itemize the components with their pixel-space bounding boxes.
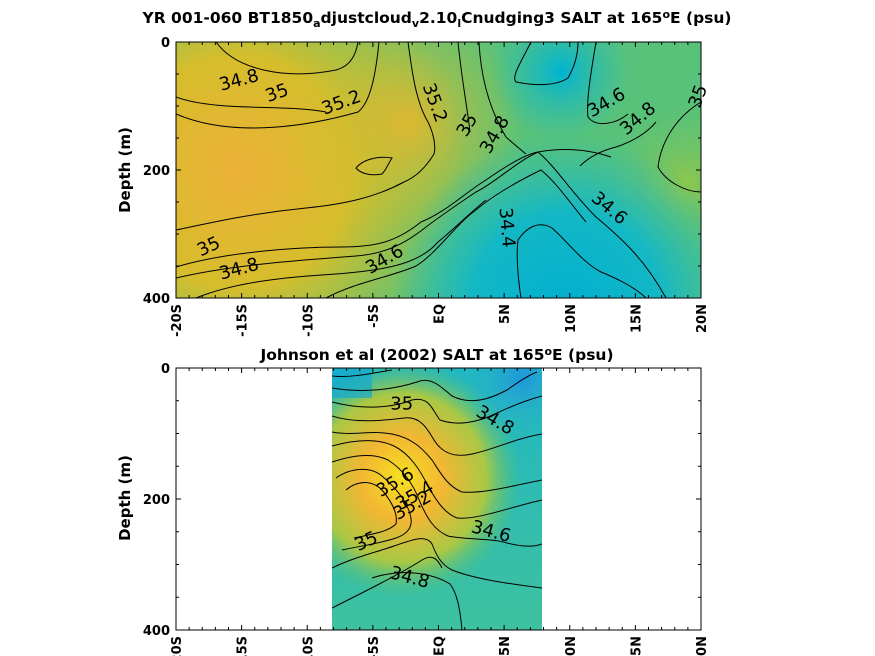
contour-line [457,42,471,133]
title-segment: l [457,17,461,30]
x-tick-label: -5S [367,636,382,656]
contour-line [332,415,542,456]
y-axis-label: Depth (m) [116,455,134,541]
contour-line [332,395,542,424]
y-tick-label: 0 [161,36,170,51]
title-segment: Cnudging3 SALT at 165 [461,9,662,27]
title-segment: o [544,345,552,358]
y-tick-label: 200 [143,493,170,508]
y-tick-label: 400 [143,292,170,307]
contour-line [332,455,542,547]
contour-line [176,149,612,268]
x-tick-label: EQ [433,304,448,324]
x-tick-label: 5N [498,636,513,656]
chart-title: YR 001-060 BT1850adjustcloudv2.10lCnudgi… [141,8,731,30]
contour-line [176,96,327,113]
y-tick-label: 400 [143,624,170,639]
title-segment: E (psu) [670,9,732,27]
contour-lines [176,42,701,298]
chart-title: Johnson et al (2002) SALT at 165oE (psu) [259,345,613,364]
contour-label: 34.4 [495,207,519,249]
title-segment: a [313,17,320,30]
panel-observed-salinity: 35 34.835.635.435.235 34.634.8 -20S -15S -10… [143,362,710,656]
title-segment: YR 001-060 BT1850 [141,9,313,27]
axis-ticks: -20S -15S -10S -5S EQ 5N 10N 15N 20N 0 200 400 [143,36,710,337]
contour-line [371,572,463,630]
y-tick-label: 0 [161,362,170,377]
x-tick-label: 10N [564,636,579,656]
title-segment: E (psu) [552,346,614,364]
panel-model-salinity: 34.8 35 35.2 35.2 3534.834.634.83534.634.434… [143,36,712,337]
title-segment: Johnson et al (2002) SALT at 165 [259,346,544,364]
contour-line [332,431,542,493]
contour-line [215,42,359,75]
salinity-field [176,42,701,298]
x-tick-label: EQ [433,636,448,656]
contour-line [587,42,629,125]
contour-line [335,469,412,551]
contour-line [516,224,647,298]
x-tick-label: -5S [367,304,382,328]
contour-line [514,42,579,86]
contour-line [332,440,542,519]
x-tick-label: -10S [301,636,316,656]
title-segment: 2.10 [419,9,457,27]
title-segment: djustcloud [321,9,412,27]
contour-line [332,538,542,589]
contour-line [195,199,487,298]
x-tick-label: 20N [695,304,710,333]
contour-line [579,121,657,167]
contour-label: 35 [390,394,413,415]
contour-line [176,151,667,298]
salinity-field [332,368,542,630]
contour-line [478,42,527,155]
contour-line [657,101,701,193]
contour-line [355,156,393,176]
title-segment: o [662,8,670,21]
title-segment: v [412,17,420,30]
x-tick-label: 5N [498,304,513,324]
contour-line [325,169,587,298]
contour-line [332,556,443,609]
contour-line [176,42,380,129]
x-tick-label: 20N [695,636,710,656]
y-axis-label: Depth (m) [116,127,134,213]
x-tick-label: -15S [236,636,251,656]
x-tick-label: -20S [170,304,185,337]
contour-lines [332,369,542,630]
x-tick-label: 10N [564,304,579,333]
y-tick-label: 200 [143,164,170,179]
x-tick-label: 15N [629,636,644,656]
contour-line [332,369,393,377]
x-tick-label: 15N [629,304,644,333]
x-tick-label: -10S [301,304,316,337]
x-tick-label: -15S [236,304,251,337]
contour-line [345,482,397,539]
contour-line [332,371,538,402]
contour-line [176,42,436,231]
axis-ticks: -20S -15S -10S -5S EQ 5N 10N 15N 20N 0 200 400 [143,362,710,656]
x-tick-label: -20S [170,636,185,656]
